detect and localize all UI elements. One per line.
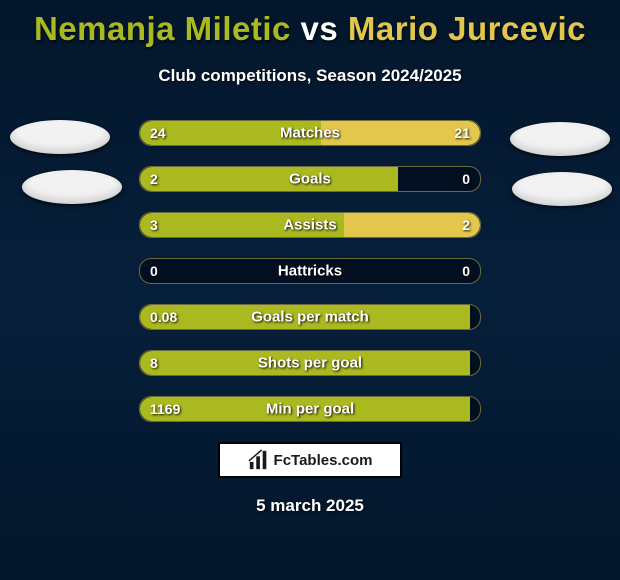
- stat-value-left: 1169: [150, 401, 180, 417]
- subtitle: Club competitions, Season 2024/2025: [0, 66, 620, 86]
- stat-value-left: 24: [150, 125, 166, 141]
- stat-row: 2 0 Goals: [139, 166, 481, 192]
- stat-value-right: 2: [462, 217, 470, 233]
- bar-chart-icon: [248, 449, 270, 471]
- stat-fill-player1: [140, 167, 398, 191]
- stat-row: 3 2 Assists: [139, 212, 481, 238]
- player1-photo-ellipse: [22, 170, 122, 204]
- stat-row: 24 21 Matches: [139, 120, 481, 146]
- title-player1: Nemanja Miletic: [34, 10, 291, 47]
- stat-value-left: 2: [150, 171, 158, 187]
- generation-date: 5 march 2025: [0, 496, 620, 516]
- stat-label: Min per goal: [266, 401, 354, 418]
- stat-value-left: 0: [150, 263, 158, 279]
- stat-value-right: 21: [454, 125, 470, 141]
- stat-label: Matches: [280, 125, 340, 142]
- stat-label: Hattricks: [278, 263, 342, 280]
- stats-panel: 24 21 Matches 2 0 Goals 3 2 Assists 0 0 Hattricks 0.…: [139, 120, 481, 422]
- stat-value-right: 0: [462, 171, 470, 187]
- stat-row: 8 Shots per goal: [139, 350, 481, 376]
- stat-row: 0.08 Goals per match: [139, 304, 481, 330]
- stat-value-left: 3: [150, 217, 158, 233]
- player1-photo-ellipse: [10, 120, 110, 154]
- page-title: Nemanja Miletic vs Mario Jurcevic: [0, 0, 620, 48]
- stat-row: 1169 Min per goal: [139, 396, 481, 422]
- stat-value-left: 8: [150, 355, 158, 371]
- player2-photo-ellipse: [510, 122, 610, 156]
- player2-photo-ellipse: [512, 172, 612, 206]
- stat-label: Goals: [289, 171, 331, 188]
- stat-fill-player2: [344, 213, 480, 237]
- attribution-text: FcTables.com: [274, 452, 373, 469]
- stat-row: 0 0 Hattricks: [139, 258, 481, 284]
- attribution-badge: FcTables.com: [218, 442, 402, 478]
- title-vs: vs: [301, 10, 339, 47]
- title-player2: Mario Jurcevic: [348, 10, 586, 47]
- infographic-container: Nemanja Miletic vs Mario Jurcevic Club c…: [0, 0, 620, 580]
- stat-label: Shots per goal: [258, 355, 362, 372]
- stat-value-right: 0: [462, 263, 470, 279]
- stat-label: Goals per match: [251, 309, 369, 326]
- stat-label: Assists: [283, 217, 336, 234]
- stat-value-left: 0.08: [150, 309, 177, 325]
